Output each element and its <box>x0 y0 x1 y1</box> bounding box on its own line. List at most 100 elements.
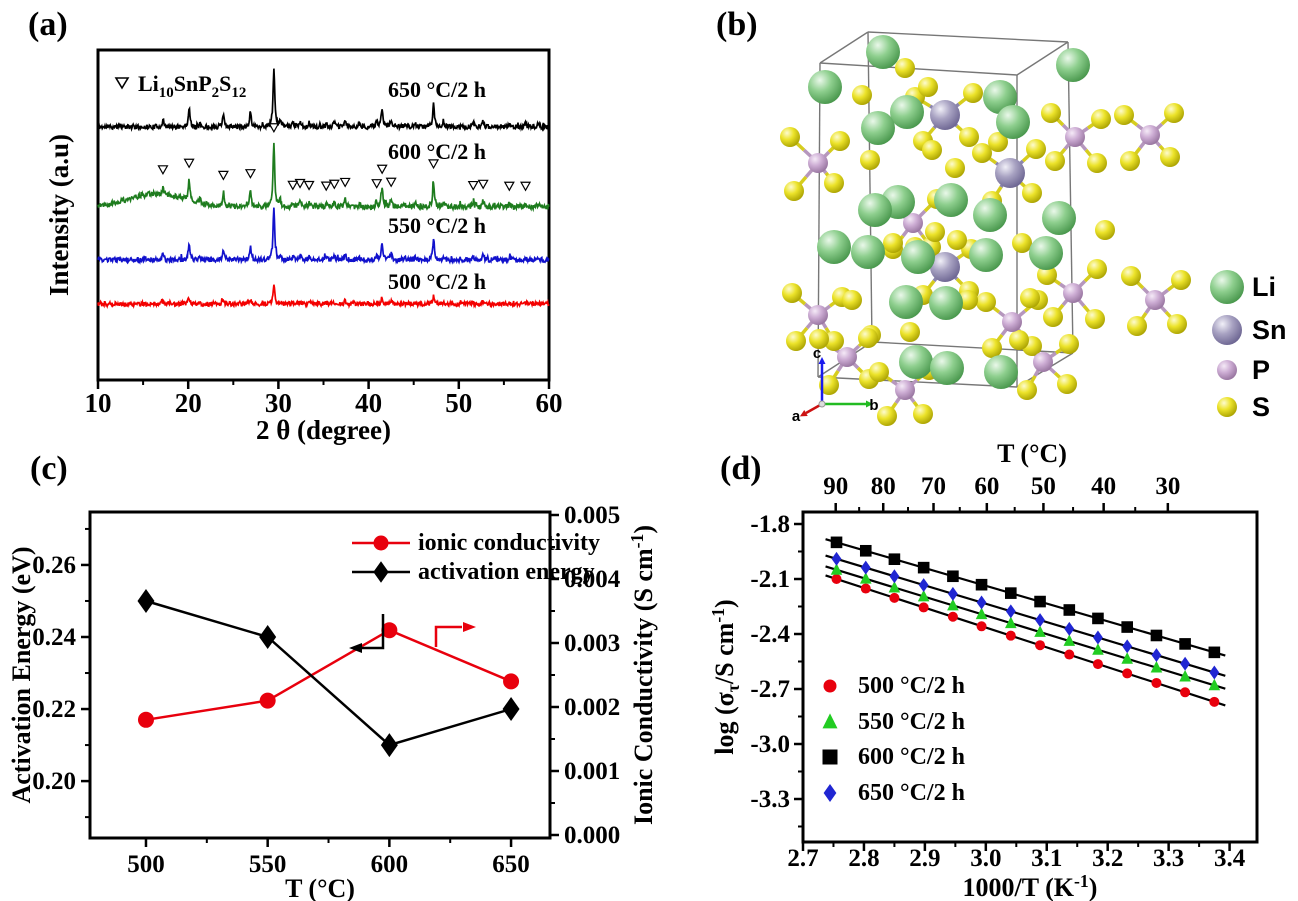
sulfur-atom <box>945 158 965 178</box>
left-y-axis-title: Activation Energy (eV) <box>7 546 36 803</box>
data-point-square <box>888 553 901 566</box>
data-point-circle <box>1180 687 1191 698</box>
sulfur-atom <box>895 58 915 78</box>
sulfur-atom <box>1164 103 1184 123</box>
xrd-trace-650 <box>97 68 550 133</box>
phosphorus-atom <box>903 213 923 233</box>
sulfur-atom <box>1160 147 1180 167</box>
trace-label: 550 °C/2 h <box>388 213 486 238</box>
unit-cell-edge <box>1067 41 1074 354</box>
sulfur-atom <box>1022 183 1042 203</box>
x-axis-tick-label: 2.7 <box>787 845 818 872</box>
panel-a-label: (a) <box>28 6 68 43</box>
data-point-diamond <box>947 586 958 601</box>
phosphorus-atom <box>1063 283 1083 303</box>
data-point-diamond <box>137 588 155 613</box>
lithium-atom <box>973 198 1007 232</box>
unit-cell-edge <box>819 31 869 64</box>
sulfur-atom <box>819 375 839 395</box>
data-point-triangle <box>947 598 959 611</box>
y-axis-tick-label: -1.8 <box>750 511 790 538</box>
phase-peak-marker <box>428 159 440 170</box>
phase-marker-icon <box>114 77 130 90</box>
lithium-atom <box>901 240 935 274</box>
axis-pointer-arrowhead <box>349 643 362 653</box>
sulfur-atom <box>786 331 806 351</box>
data-point-square <box>975 578 988 591</box>
legend-marker <box>373 535 389 551</box>
sulfur-atom <box>1041 103 1061 123</box>
phosphorus-atom <box>837 347 857 367</box>
sulfur-atom <box>842 290 862 310</box>
phase-peak-marker <box>503 181 515 192</box>
sulfur-atom <box>1059 334 1079 354</box>
legend-marker <box>823 679 837 693</box>
panel-d: 2.7 2.8 2.9 3.0 3.1 3.2 3.3 3.4 1000/T (K-1) 90 80… <box>708 439 1259 901</box>
axis-pointer-arrowhead <box>463 622 476 632</box>
top-axis-title: T (°C) <box>997 439 1067 468</box>
top-axis-tick-label: 70 <box>921 473 946 500</box>
sulfur-atom <box>1017 380 1037 400</box>
data-point-circle <box>889 592 900 603</box>
data-point-diamond <box>831 551 842 566</box>
sulfur-atom <box>858 328 878 348</box>
sulfur-atom <box>883 233 903 253</box>
phosphorus-atom <box>1140 125 1160 145</box>
sulfur-atom <box>1121 266 1141 286</box>
lithium-atom <box>984 355 1018 389</box>
triad-label-a: a <box>792 408 801 425</box>
lithium-atom <box>1056 48 1090 82</box>
phase-peak-marker <box>477 179 489 190</box>
sulfur-atom <box>1091 109 1111 129</box>
data-point-square <box>1150 629 1163 642</box>
data-point-triangle <box>1034 625 1046 637</box>
sulfur-atom <box>869 362 889 382</box>
lithium-atom <box>996 105 1030 139</box>
sulfur-atom <box>1087 259 1107 279</box>
right-axis-tick-label: 0.000 <box>564 822 620 849</box>
x-axis-tick-label: 40 <box>355 388 382 418</box>
data-point-diamond <box>860 560 871 575</box>
sulfur-atom <box>1087 153 1107 173</box>
panel-c-label: (c) <box>30 450 68 487</box>
right-axis-tick-label: 0.003 <box>564 630 620 657</box>
top-axis-tick-label: 80 <box>871 473 896 500</box>
data-point-diamond <box>1093 630 1103 645</box>
sulfur-atom <box>1026 139 1046 159</box>
top-axis-tick-label: 60 <box>974 473 999 500</box>
triad-arrowhead-a <box>799 409 808 417</box>
lithium-atom <box>969 238 1003 272</box>
sulfur-atom <box>947 230 967 250</box>
data-point-circle <box>976 621 987 632</box>
lithium-atom <box>983 80 1017 114</box>
data-point-triangle <box>1208 678 1221 691</box>
x-axis-title: 2 θ (degree) <box>256 415 391 445</box>
phase-formula-label: Li10SnP2S12 <box>138 71 246 101</box>
triad-origin <box>818 400 826 408</box>
data-point-circle <box>1209 696 1220 707</box>
data-point-diamond <box>259 624 277 649</box>
top-axis-tick-label: 30 <box>1155 473 1180 500</box>
data-point-circle <box>259 692 276 709</box>
data-point-circle <box>1005 630 1016 641</box>
lithium-atom <box>1029 236 1063 270</box>
unit-cell-edge <box>867 31 1069 43</box>
sulfur-atom <box>877 406 897 426</box>
triad-arrowhead-c <box>818 357 826 364</box>
lithium-atom <box>899 345 933 379</box>
sulfur-atom <box>784 181 804 201</box>
legend-series-label: activation energy <box>418 559 595 585</box>
phase-peak-marker <box>520 181 532 192</box>
phase-peak-marker <box>328 179 340 190</box>
legend-element-label: S <box>1252 392 1270 422</box>
fit-line <box>825 538 1226 657</box>
data-point-circle <box>503 673 520 690</box>
data-point-diamond <box>889 569 900 584</box>
sulfur-atom <box>972 143 992 163</box>
unit-cell-edge <box>1016 41 1069 76</box>
sulfur-atom <box>852 85 872 105</box>
data-point-square <box>947 570 959 583</box>
sulfur-atom <box>1012 233 1032 253</box>
xrd-trace-500 <box>97 284 550 310</box>
data-point-diamond <box>918 578 929 593</box>
